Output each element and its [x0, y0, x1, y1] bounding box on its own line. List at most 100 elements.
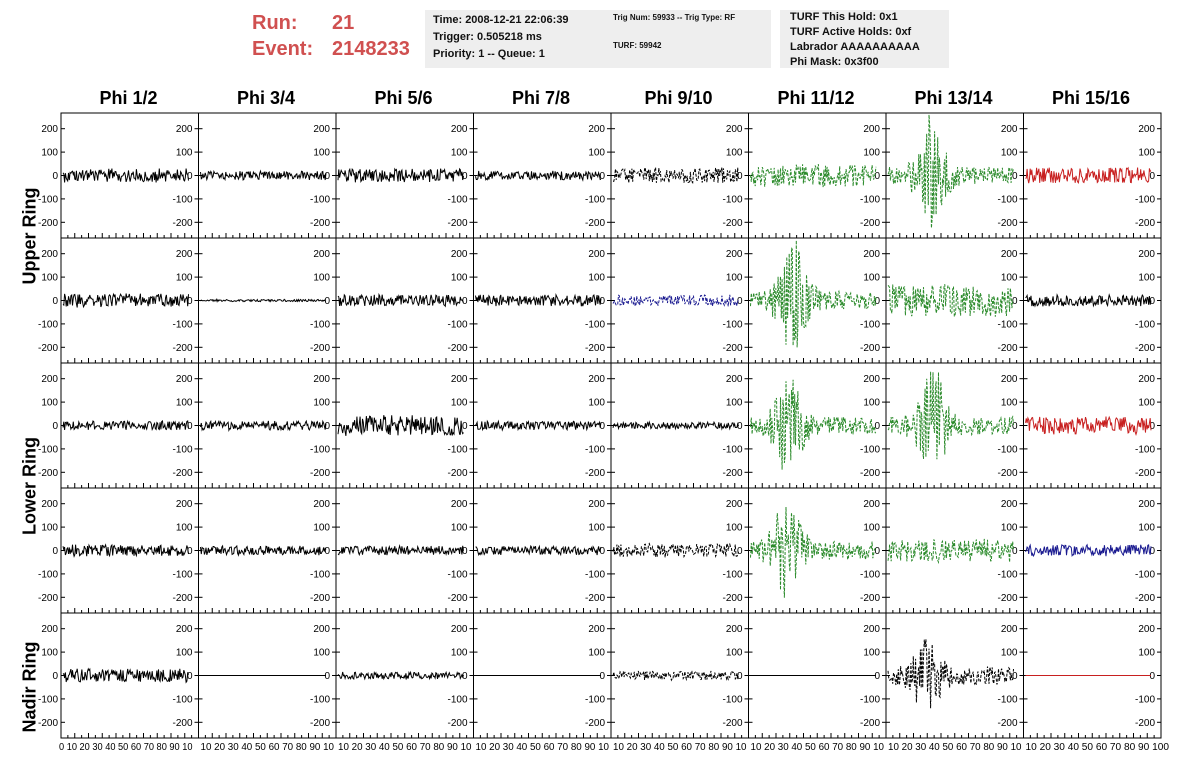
y-tick-label: 200 [588, 374, 605, 385]
waveform-panel: 200 100 0 -100 -200 [610, 362, 749, 489]
y-tick-label: 0 [1012, 546, 1018, 557]
x-tick-labels: 10 20 30 40 50 60 70 80 90 10 [888, 742, 1022, 753]
y-tick-label: 100 [588, 398, 605, 409]
y-tick-label: 200 [313, 124, 330, 135]
waveform-panel: 200 100 0 -100 -200 [335, 112, 474, 239]
y-tick-label: -200 [172, 593, 192, 604]
y-tick-label: 100 [726, 523, 743, 534]
waveform-panel: 200 100 0 -100 -200 [473, 362, 612, 489]
turf-num-text: TURF: 59942 [613, 41, 662, 50]
y-tick-label: -100 [172, 319, 192, 330]
waveform-trace [62, 168, 189, 183]
y-tick-label: 200 [41, 499, 58, 510]
x-tick-labels: 10 20 30 40 50 60 70 80 90 10 [338, 742, 472, 753]
y-tick-label: 200 [1138, 624, 1155, 635]
waveform-trace [1025, 293, 1152, 308]
waveform-trace [200, 419, 327, 433]
y-tick-label: 100 [588, 648, 605, 659]
y-tick-label: -100 [447, 569, 467, 580]
waveform-panel: 200 100 0 -100 -200 [610, 487, 749, 614]
y-tick-label: -200 [585, 343, 605, 354]
y-tick-label: -200 [585, 468, 605, 479]
y-tick-label: -200 [310, 593, 330, 604]
y-tick-label: -200 [1135, 343, 1155, 354]
y-tick-label: 100 [313, 148, 330, 159]
y-tick-label: 0 [737, 671, 743, 682]
y-tick-label: 0 [874, 296, 880, 307]
y-tick-label: -100 [997, 569, 1017, 580]
y-tick-label: 200 [41, 124, 58, 135]
waveform-trace [612, 294, 739, 307]
run-event-label: Run: 21 Event: 2148233 [252, 10, 410, 62]
waveform-panel: 200 100 0 -100 -200 [748, 112, 887, 239]
y-tick-label: -200 [172, 718, 192, 729]
waveform-panel: 200 100 0 -100 -200 [335, 487, 474, 614]
event-number: 2148233 [332, 38, 410, 60]
waveform-panel: 200 100 0 -100 -200 [610, 612, 749, 739]
y-tick-label: -200 [447, 718, 467, 729]
waveform-trace [612, 166, 739, 184]
y-tick-label: -100 [1135, 444, 1155, 455]
y-tick-label: 100 [726, 398, 743, 409]
waveform-panel: 200 100 0 -100 -200 [748, 362, 887, 489]
x-tick-labels: 0 10 20 30 40 50 60 70 80 90 10 [59, 742, 193, 753]
y-tick-label: -200 [38, 718, 58, 729]
y-tick-label: 100 [863, 148, 880, 159]
x-tick-labels: 10 20 30 40 50 60 70 80 90 10 [476, 742, 610, 753]
waveform-panel: 200 100 0 -100 -200 [1023, 487, 1162, 614]
y-tick-label: -100 [38, 194, 58, 205]
y-tick-label: 100 [588, 148, 605, 159]
y-tick-label: 100 [41, 148, 58, 159]
y-tick-label: 0 [187, 296, 193, 307]
y-tick-label: -100 [722, 444, 742, 455]
y-tick-label: -200 [860, 468, 880, 479]
x-tick-labels: 10 20 30 40 50 60 70 80 90 10 [751, 742, 885, 753]
y-tick-label: 0 [462, 296, 468, 307]
y-tick-label: 200 [313, 499, 330, 510]
y-tick-label: 100 [1001, 648, 1018, 659]
y-tick-label: -100 [310, 319, 330, 330]
y-tick-label: 0 [462, 421, 468, 432]
y-tick-label: 100 [1138, 648, 1155, 659]
y-tick-label: 200 [726, 124, 743, 135]
y-tick-label: -200 [722, 468, 742, 479]
y-tick-label: 100 [451, 273, 468, 284]
y-tick-label: -100 [38, 694, 58, 705]
y-tick-label: -100 [447, 694, 467, 705]
y-tick-label: -100 [38, 444, 58, 455]
y-tick-label: 0 [874, 671, 880, 682]
x-tick-labels: 10 20 30 40 50 60 70 80 90 10 [201, 742, 335, 753]
y-tick-label: 0 [1149, 296, 1155, 307]
y-tick-label: 0 [187, 421, 193, 432]
y-tick-label: -100 [172, 569, 192, 580]
waveform-panel: 200 100 0 -100 -200 [198, 112, 337, 239]
y-tick-label: -100 [997, 194, 1017, 205]
y-tick-label: -200 [172, 343, 192, 354]
trigger-text: Trigger: 0.505218 ms [433, 31, 542, 43]
y-tick-label: 0 [52, 546, 58, 557]
waveform-panel: 200 100 0 -100 -200 [198, 237, 337, 364]
y-tick-label: 0 [462, 171, 468, 182]
waveform-panel: 200 200 100 100 0 0 -100 -100 -200 -200 [38, 362, 199, 489]
y-tick-label: -100 [860, 319, 880, 330]
y-tick-label: -200 [585, 218, 605, 229]
y-tick-label: -100 [585, 319, 605, 330]
waveform-trace [612, 541, 739, 559]
y-tick-label: -100 [1135, 194, 1155, 205]
y-tick-label: 0 [1149, 671, 1155, 682]
y-tick-label: -100 [585, 444, 605, 455]
y-tick-label: -200 [585, 593, 605, 604]
y-tick-label: 100 [1001, 523, 1018, 534]
waveform-trace [750, 240, 877, 348]
y-tick-label: -200 [722, 218, 742, 229]
waveform-panel: 200 100 0 -100 -200 [1023, 362, 1162, 489]
waveform-trace [887, 538, 1014, 565]
y-tick-label: 200 [863, 499, 880, 510]
y-tick-label: 200 [1001, 624, 1018, 635]
y-tick-label: -200 [1135, 718, 1155, 729]
y-tick-label: 0 [52, 171, 58, 182]
y-tick-label: 200 [176, 124, 193, 135]
y-tick-label: -100 [722, 694, 742, 705]
y-tick-label: -200 [310, 468, 330, 479]
